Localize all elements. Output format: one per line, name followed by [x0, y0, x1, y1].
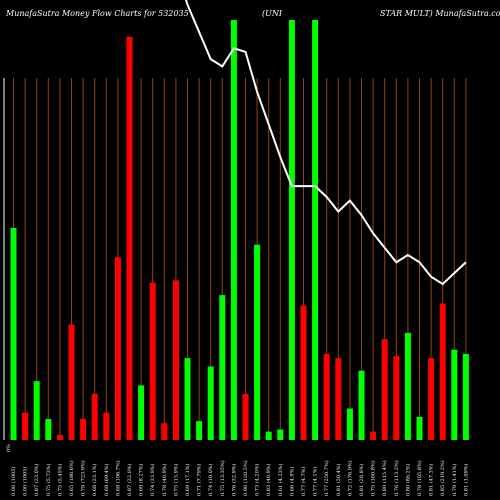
x-tick-label: 0.71 (7.79%) [196, 463, 203, 496]
x-tick-label: 0.69 (17.1%) [184, 463, 191, 496]
x-tick-label: 0.79 (1.41%) [451, 463, 458, 496]
bar [300, 305, 307, 440]
bar [451, 349, 458, 440]
bar [277, 429, 284, 440]
bar [265, 431, 272, 440]
bar [219, 295, 226, 440]
x-tick-label: 0.75 (15.9%) [172, 463, 179, 496]
bar [404, 332, 411, 440]
x-tick-label: 0.66 (4.9%) [288, 467, 295, 496]
x-tick-label: 0.80 (86.2%) [404, 463, 411, 496]
bar [428, 358, 435, 440]
x-tick-label: 0.73 (4.20%) [254, 463, 261, 496]
x-tick-label: 0.00 (1005) [22, 467, 29, 496]
x-tick-label: 0.76 (32.9%) [230, 463, 237, 496]
x-tick-label: 0.80 (115.4%) [381, 460, 388, 496]
bar [346, 408, 353, 440]
bar [358, 370, 365, 440]
money-flow-line [184, 0, 467, 286]
x-tick-label: 0.61 (4.23%) [277, 463, 284, 496]
x-tick-label: 0.74 (33.9%) [149, 463, 156, 496]
bar [45, 419, 52, 440]
x-tick-label: 0.74 (10.0%) [207, 463, 214, 496]
x-tick-label: 0.77 (4.1%) [312, 467, 319, 496]
x-tick-label: 0.78 (40.9%) [161, 463, 168, 496]
bar [370, 431, 377, 440]
bar [149, 282, 156, 440]
x-tick-label: 0.87 (22.0%) [126, 463, 133, 496]
bar [68, 324, 75, 440]
x-tick-label: 0.75 (13.35%) [219, 460, 226, 496]
x-tick-label: 0.76 (113.2%) [393, 460, 400, 496]
x-tick-label: 0.65 (186.6%) [68, 460, 75, 496]
bar [207, 366, 214, 440]
chart-title-right: STAR MULT) MunafaSutra.com [380, 9, 500, 18]
x-tick-label: 0.75 (160.8%) [370, 460, 377, 496]
bar [416, 416, 423, 440]
x-tick-label: 0.68 (69.4%) [103, 463, 110, 496]
x-tick-label: 0.75 (5.45%) [56, 463, 63, 496]
bar [288, 20, 295, 440]
bar [103, 412, 110, 440]
bar [335, 358, 342, 440]
chart-title-left: MunafaSutra Money Flow Charts for 532035 [6, 9, 189, 18]
x-tick-label: 0.00 (1005) [10, 467, 17, 496]
axis-zero-label: 0% [6, 444, 12, 452]
bar [462, 353, 469, 440]
bar [80, 419, 87, 440]
bar [254, 244, 261, 440]
bar [114, 257, 121, 440]
bar [184, 358, 191, 440]
x-tick-label: 0.81 (47.3%) [428, 463, 435, 496]
x-tick-label: 0.79 (723.9%) [80, 460, 87, 496]
x-tick-label: 0.81 (20.4%) [335, 463, 342, 496]
x-tick-label: 0.90 (120.5%) [242, 460, 249, 496]
x-tick-label: 0.75 (5.73%) [45, 463, 52, 496]
x-tick-label: 0.83 (40.9%) [265, 463, 272, 496]
bar [242, 393, 249, 440]
x-tick-label: 0.77 (4.7%) [300, 467, 307, 496]
x-tick-label: 0.68 (23.1%) [91, 463, 98, 496]
x-tick-label: 0.81 (1.09%) [462, 463, 469, 496]
x-tick-label: 0.77 (250.7%) [323, 460, 330, 496]
bar [393, 356, 400, 440]
bar [196, 421, 203, 440]
x-tick-label: 0.78 (105.8%) [416, 460, 423, 496]
x-tick-label: 0.81 (28.8%) [358, 463, 365, 496]
x-tick-label: 0.87 (23.0%) [33, 463, 40, 496]
bar [22, 412, 29, 440]
bar [126, 36, 133, 441]
bar [381, 339, 388, 440]
bar [91, 393, 98, 440]
bar [56, 434, 63, 440]
x-tick-label: 0.85 (219.2%) [439, 460, 446, 496]
bar [138, 385, 145, 440]
bar [312, 20, 319, 440]
x-tick-label: 0.69 (8.27%) [138, 463, 145, 496]
bar [10, 227, 17, 440]
bar [323, 353, 330, 440]
bar [172, 280, 179, 440]
bar [230, 20, 237, 440]
x-tick-label: 0.68 (196.7%) [114, 460, 121, 496]
bar [161, 423, 168, 440]
chart-title-mid: (UNI [262, 9, 283, 18]
bar [33, 381, 40, 440]
bar [439, 303, 446, 440]
x-tick-label: 0.72 (176.9%) [346, 460, 353, 496]
